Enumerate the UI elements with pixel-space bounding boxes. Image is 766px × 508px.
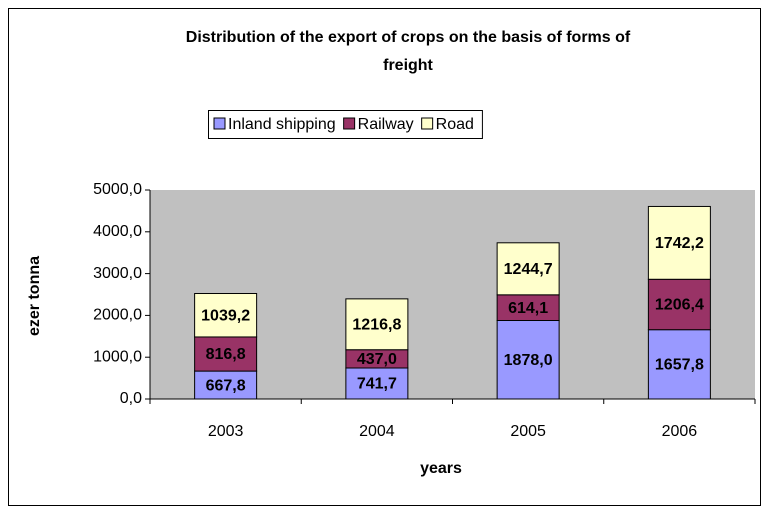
bar-segment xyxy=(345,298,409,351)
y-tick-label: 4000,0 xyxy=(93,223,142,240)
data-label: 1216,8 xyxy=(352,317,401,334)
legend-label: Railway xyxy=(358,116,414,133)
bar-segment xyxy=(647,329,711,400)
legend-label: Inland shipping xyxy=(228,116,336,133)
legend: Inland shipping Railway Road xyxy=(208,110,483,139)
x-tick-label: 2006 xyxy=(662,423,698,440)
x-axis-label: years xyxy=(420,460,462,477)
y-tick-label: 3000,0 xyxy=(93,265,142,282)
data-label: 1244,7 xyxy=(504,261,553,278)
bar-segment xyxy=(194,293,258,338)
legend-swatch xyxy=(213,117,226,130)
data-label: 1206,4 xyxy=(655,297,704,314)
bar-segment xyxy=(345,367,409,400)
data-label: 667,8 xyxy=(206,377,246,394)
y-axis-label: ezer tonna xyxy=(26,256,43,336)
bar-segment xyxy=(496,294,560,321)
data-label: 741,7 xyxy=(357,376,397,393)
x-tick-label: 2004 xyxy=(359,423,395,440)
x-tick-label: 2003 xyxy=(208,423,244,440)
legend-label: Road xyxy=(436,116,474,133)
bar-segment xyxy=(496,319,560,400)
data-label: 1878,0 xyxy=(504,352,553,369)
bar-segment xyxy=(194,336,258,372)
y-tick-label: 0,0 xyxy=(120,390,142,407)
data-label: 816,8 xyxy=(206,346,246,363)
chart-title: Distribution of the export of crops on t… xyxy=(186,29,631,74)
bar-segment xyxy=(496,242,560,296)
data-label: 1657,8 xyxy=(655,357,704,374)
data-label: 437,0 xyxy=(357,351,397,368)
y-tick-label: 1000,0 xyxy=(93,348,142,365)
x-tick-label: 2005 xyxy=(510,423,546,440)
y-tick-label: 5000,0 xyxy=(93,181,142,198)
data-label: 1039,2 xyxy=(201,307,250,324)
data-label: 614,1 xyxy=(508,300,548,317)
bar-segment xyxy=(194,370,258,400)
legend-swatch xyxy=(421,117,434,130)
y-tick-label: 2000,0 xyxy=(93,307,142,324)
legend-swatch xyxy=(343,117,356,130)
data-label: 1742,2 xyxy=(655,235,704,252)
bar-segment xyxy=(647,205,711,280)
bar-segment xyxy=(647,278,711,331)
